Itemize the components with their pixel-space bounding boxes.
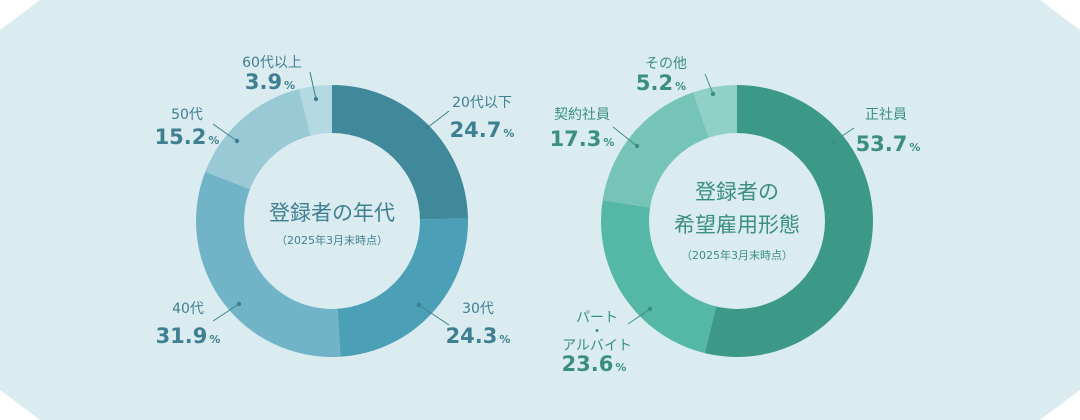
age-slice-label-0: 20代以下 <box>452 95 512 111</box>
age-slice-labels: 20代以下 24.7 % 30代 24.3 % 40代 31.9 % 50代 15.2 % 60代以上3… <box>155 55 515 348</box>
employment-leader-dot-1 <box>647 306 653 312</box>
employment-leader-line-2 <box>612 126 638 147</box>
age-slice-label-4: 60代以上 <box>242 55 302 71</box>
employment-leader-line-3 <box>704 73 714 95</box>
age-slice-label-1: 30代 <box>462 301 494 317</box>
age-leader-line-1 <box>418 304 450 326</box>
employment-slice-value-3: 5.2% <box>636 71 686 95</box>
age-leader-line-3 <box>212 123 238 142</box>
age-slice-value-2: 31.9% <box>156 324 221 348</box>
age-chart-subtitle: （2025年3月末時点） <box>276 233 388 247</box>
age-slice-value-4: 3.9% <box>245 70 295 94</box>
age-donut-hole <box>244 133 420 309</box>
employment-slice-value-0: 53.7% <box>856 132 921 156</box>
employment-slice-value-1: 23.6% <box>562 352 627 376</box>
employment-leader-line-0 <box>832 127 855 143</box>
employment-chart-subtitle: （2025年3月末時点） <box>681 248 793 262</box>
employment-leader-line-1 <box>627 308 651 325</box>
employment-leader-dot-0 <box>830 139 836 145</box>
employment-slice-label-1-line-2: アルバイト <box>562 338 632 354</box>
employment-chart-title-line2: 希望雇用形態 <box>674 213 800 237</box>
age-leader-line-2 <box>212 303 240 322</box>
employment-chart: 登録者の 希望雇用形態 （2025年3月末時点） 正社員 53.7 % パート・アルバ… <box>550 56 921 376</box>
age-leader-dot-0 <box>424 125 430 131</box>
employment-slice-label-3: その他 <box>645 56 687 72</box>
employment-leader-dot-2 <box>634 143 640 149</box>
age-leader-line-4 <box>309 71 317 100</box>
employment-leader-dot-3 <box>710 91 716 97</box>
employment-chart-title: 登録者の <box>695 180 779 204</box>
employment-donut-hole <box>649 133 825 309</box>
employment-slice-value-2: 17.3% <box>550 127 615 151</box>
age-slice-label-2: 40代 <box>172 301 204 317</box>
age-slice-value-1: 24.3% <box>446 324 511 348</box>
age-slice-value-0: 24.7% <box>450 118 515 142</box>
age-slice-label-3: 50代 <box>171 107 203 123</box>
employment-slice-label-0: 正社員 <box>865 107 907 123</box>
employment-slice-label-1-line-1: ・ <box>590 324 604 340</box>
employment-slice-label-1-line-0: パート <box>576 310 618 326</box>
age-leader-dot-2 <box>236 301 242 307</box>
age-chart-title: 登録者の年代 <box>269 201 395 225</box>
age-slice-value-3: 15.2% <box>155 125 220 149</box>
age-leader-dot-3 <box>234 138 240 144</box>
age-leader-dot-4 <box>313 96 319 102</box>
age-leader-dot-1 <box>416 302 422 308</box>
age-leader-line-0 <box>426 110 450 129</box>
age-chart: 登録者の年代 （2025年3月末時点） 20代以下 24.7 % 30代 24.3 % 40… <box>155 55 515 357</box>
employment-slice-label-2: 契約社員 <box>554 107 610 123</box>
